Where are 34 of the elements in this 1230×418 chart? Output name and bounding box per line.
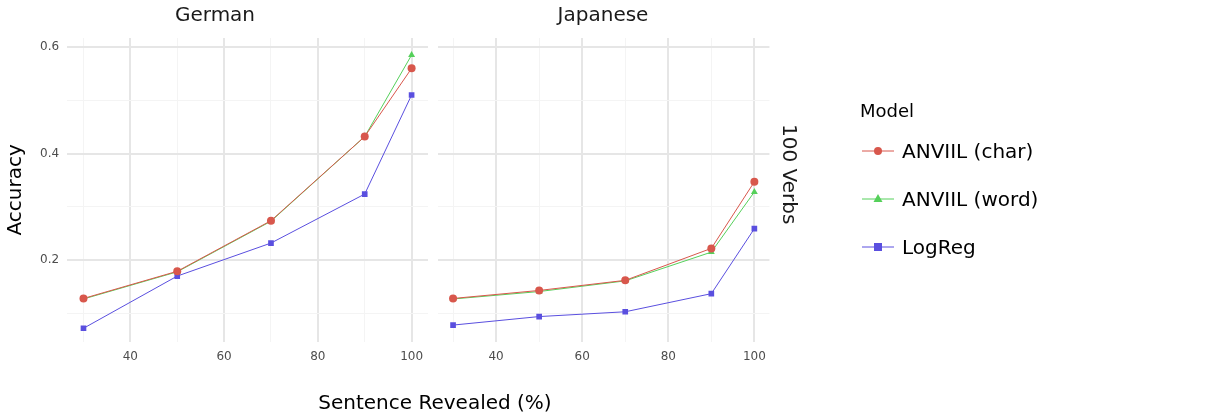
x-tick-label: 100 — [400, 348, 424, 363]
point — [407, 64, 416, 73]
text: 100 Verbs — [778, 124, 802, 225]
legend-title: Model — [860, 100, 916, 121]
y-axis-title: Accuracy — [2, 143, 27, 236]
x-tick-label: 100 — [742, 348, 766, 363]
chart-title: German — [174, 2, 256, 27]
y-tick-label: 0.6 — [39, 39, 60, 54]
x-tick-label: 40 — [122, 348, 138, 363]
x-tick-label: 80 — [660, 348, 676, 363]
x-axis-title: Sentence Revealed (%) — [317, 390, 553, 414]
point — [750, 187, 758, 194]
point — [708, 290, 715, 297]
point — [707, 244, 716, 253]
legend-label: ANVIIL (char) — [902, 139, 1034, 163]
x-tick-label: 40 — [488, 348, 504, 363]
point — [536, 313, 542, 320]
point — [751, 225, 758, 232]
y-tick-label: 0.2 — [39, 252, 60, 267]
point — [408, 92, 415, 98]
point — [268, 240, 274, 246]
point — [450, 322, 456, 328]
x-tick-label: 80 — [310, 348, 326, 363]
point — [750, 177, 759, 186]
x-tick-label: 60 — [574, 348, 590, 363]
chart-title: Japanese — [555, 2, 649, 27]
y-tick-label: 0.4 — [39, 145, 60, 160]
point — [80, 325, 87, 332]
point — [361, 191, 368, 197]
point — [408, 51, 416, 58]
legend-label: LogReg — [902, 235, 976, 259]
legend-label: ANVIIL (word) — [902, 187, 1039, 211]
x-tick-label: 60 — [216, 348, 232, 363]
point — [622, 308, 629, 315]
